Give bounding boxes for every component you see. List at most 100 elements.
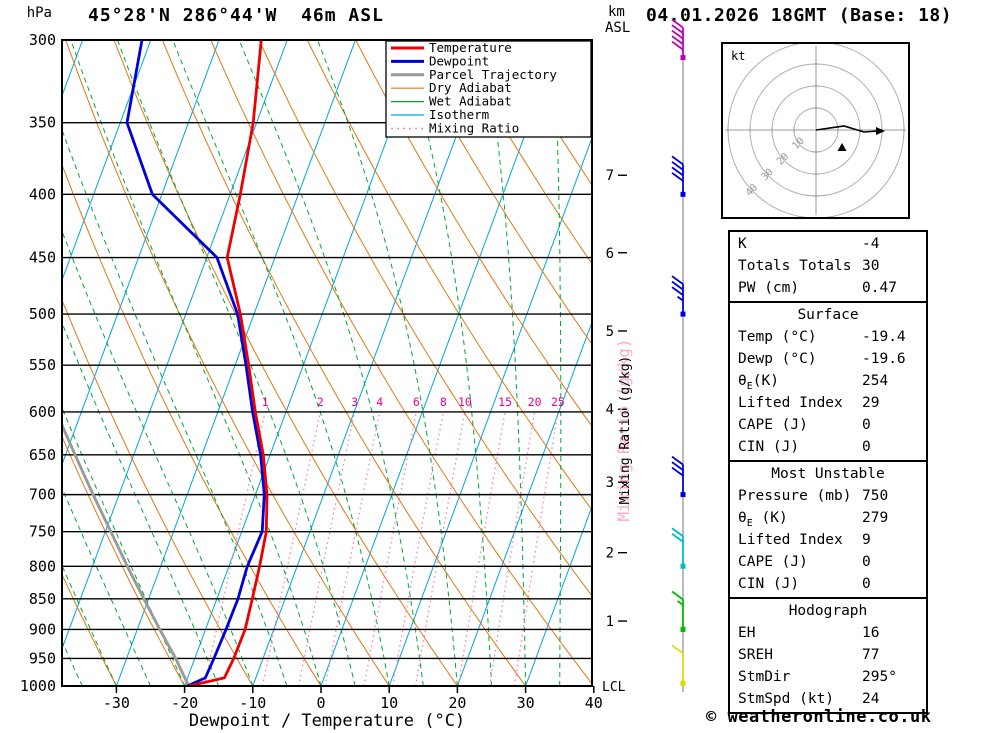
svg-text:450: 450 (29, 249, 56, 267)
stat-row: Totals Totals 30 (730, 255, 926, 277)
stat-label: CIN (J) (738, 439, 800, 455)
mixing-ratio-labels: 1 2 3 4 6 8 10 15 20 25 (262, 395, 565, 409)
stat-row: K -4 (730, 233, 926, 255)
stat-value: 254 (862, 373, 889, 389)
stat-value: 30 (862, 258, 880, 274)
stat-row: θE(K) 254 (730, 370, 926, 392)
legend-item-label: Dry Adiabat (429, 80, 512, 95)
svg-text:-20: -20 (171, 694, 198, 712)
svg-text:600: 600 (29, 403, 56, 421)
svg-text:30: 30 (517, 694, 535, 712)
wind-barb (671, 155, 686, 197)
svg-text:20: 20 (448, 694, 466, 712)
stat-label: StmSpd (kt) (738, 691, 835, 707)
stat-value: -4 (862, 236, 880, 252)
stats-box-header: Surface (797, 307, 859, 323)
skewt-chart: 1 2 3 4 6 8 10 15 20 2530035040045050055060065070… (20, 4, 686, 731)
stats-box-header: Most Unstable (771, 466, 885, 482)
svg-text:350: 350 (29, 114, 56, 132)
svg-text:25: 25 (551, 395, 565, 409)
svg-text:0: 0 (316, 694, 325, 712)
stat-value: 77 (862, 647, 880, 663)
stat-label: CAPE (J) (738, 417, 808, 433)
wind-barb (671, 455, 686, 498)
stat-label: PW (cm) (738, 280, 800, 296)
stat-row: PW (cm) 0.47 (730, 277, 926, 299)
stat-label: StmDir (738, 669, 791, 685)
stats-box-hodograph: Hodograph EH 16 SREH 77 StmDir 295° StmSpd (kt)… (728, 597, 928, 714)
legend-item-label: Wet Adiabat (429, 94, 512, 109)
svg-text:10: 10 (380, 694, 398, 712)
km-unit-label: km (608, 4, 625, 20)
stat-value: 0 (862, 576, 871, 592)
svg-text:800: 800 (29, 557, 56, 575)
stat-value: 0 (862, 554, 871, 570)
svg-text:-10: -10 (239, 694, 266, 712)
stat-row: StmSpd (kt) 24 (730, 688, 926, 710)
stat-row: θE (K) 279 (730, 507, 926, 529)
svg-text:1: 1 (606, 614, 614, 630)
stats-box-header: Hodograph (788, 603, 868, 619)
svg-text:2: 2 (606, 546, 614, 562)
stat-row: CAPE (J) 0 (730, 551, 926, 573)
pressure-axis-labels: 300 350 400 450 500 550 600 650 700 750 800 850 900 9… (20, 31, 56, 695)
legend-item-label: Isotherm (429, 107, 489, 122)
svg-text:7: 7 (606, 168, 614, 184)
stat-label: θE (K) (738, 510, 788, 529)
svg-text:300: 300 (29, 31, 56, 49)
stat-row: Lifted Index 9 (730, 529, 926, 551)
stat-row: Dewp (°C) -19.6 (730, 348, 926, 370)
wind-barb (671, 18, 686, 61)
stats-tables: K -4 Totals Totals 30 PW (cm) 0.47 Surface Temp… (728, 230, 928, 714)
svg-text:6: 6 (413, 395, 420, 409)
svg-text:20: 20 (528, 395, 542, 409)
stat-label: Pressure (mb) (738, 488, 852, 504)
asl-unit-label: ASL (605, 20, 630, 36)
svg-text:1000: 1000 (20, 677, 56, 695)
mixing-ratio-lines (203, 411, 559, 686)
stat-row: SREH 77 (730, 644, 926, 666)
stat-label: CIN (J) (738, 576, 800, 592)
legend-item-label: Dewpoint (429, 53, 489, 68)
stat-label: Totals Totals (738, 258, 852, 274)
svg-text:850: 850 (29, 590, 56, 608)
legend-item-label: Mixing Ratio (429, 120, 519, 135)
wet-adiabat-lines (62, 40, 562, 686)
stat-value: -19.6 (862, 351, 906, 367)
stat-row: Temp (°C) -19.4 (730, 326, 926, 348)
stat-label: θE(K) (738, 373, 779, 392)
stat-row: CAPE (J) 0 (730, 414, 926, 436)
stat-label: EH (738, 625, 756, 641)
parcel-trajectory-curve (62, 421, 191, 686)
stat-value: 9 (862, 532, 871, 548)
station-title: 45°28'N 286°44'W 46m ASL (88, 5, 384, 26)
stat-value: -19.4 (862, 329, 906, 345)
temperature-curve (188, 40, 269, 686)
dewpoint-curve (125, 40, 266, 686)
stat-row: CIN (J) 0 (730, 436, 926, 458)
stats-box-indices: K -4 Totals Totals 30 PW (cm) 0.47 (728, 230, 928, 303)
svg-text:700: 700 (29, 486, 56, 504)
svg-text:6: 6 (606, 246, 614, 262)
plot-frame (61, 39, 593, 687)
stats-box-surface: Surface Temp (°C) -19.4 Dewp (°C) -19.6 θE(K)… (728, 301, 928, 462)
svg-text:950: 950 (29, 649, 56, 667)
svg-text:5: 5 (606, 324, 614, 340)
svg-text:550: 550 (29, 356, 56, 374)
stat-label: CAPE (J) (738, 554, 808, 570)
svg-text:400: 400 (29, 185, 56, 203)
svg-text:8: 8 (440, 395, 447, 409)
legend-item-label: Temperature (429, 40, 512, 55)
skewt-background (62, 40, 592, 686)
mixing-axis-label: Mixing Ratio (g/kg) (618, 356, 633, 505)
stat-value: 750 (862, 488, 889, 504)
wind-barb (671, 644, 686, 686)
mixing-axis-label-watermark: Mixing Ratio (g/kg) (614, 338, 633, 521)
svg-text:3: 3 (606, 475, 614, 491)
stat-row: EH 16 (730, 622, 926, 644)
svg-text:4: 4 (606, 402, 614, 418)
hodograph-unit-label: kt (731, 49, 745, 63)
copyright: © weatheronline.co.uk (706, 707, 932, 727)
